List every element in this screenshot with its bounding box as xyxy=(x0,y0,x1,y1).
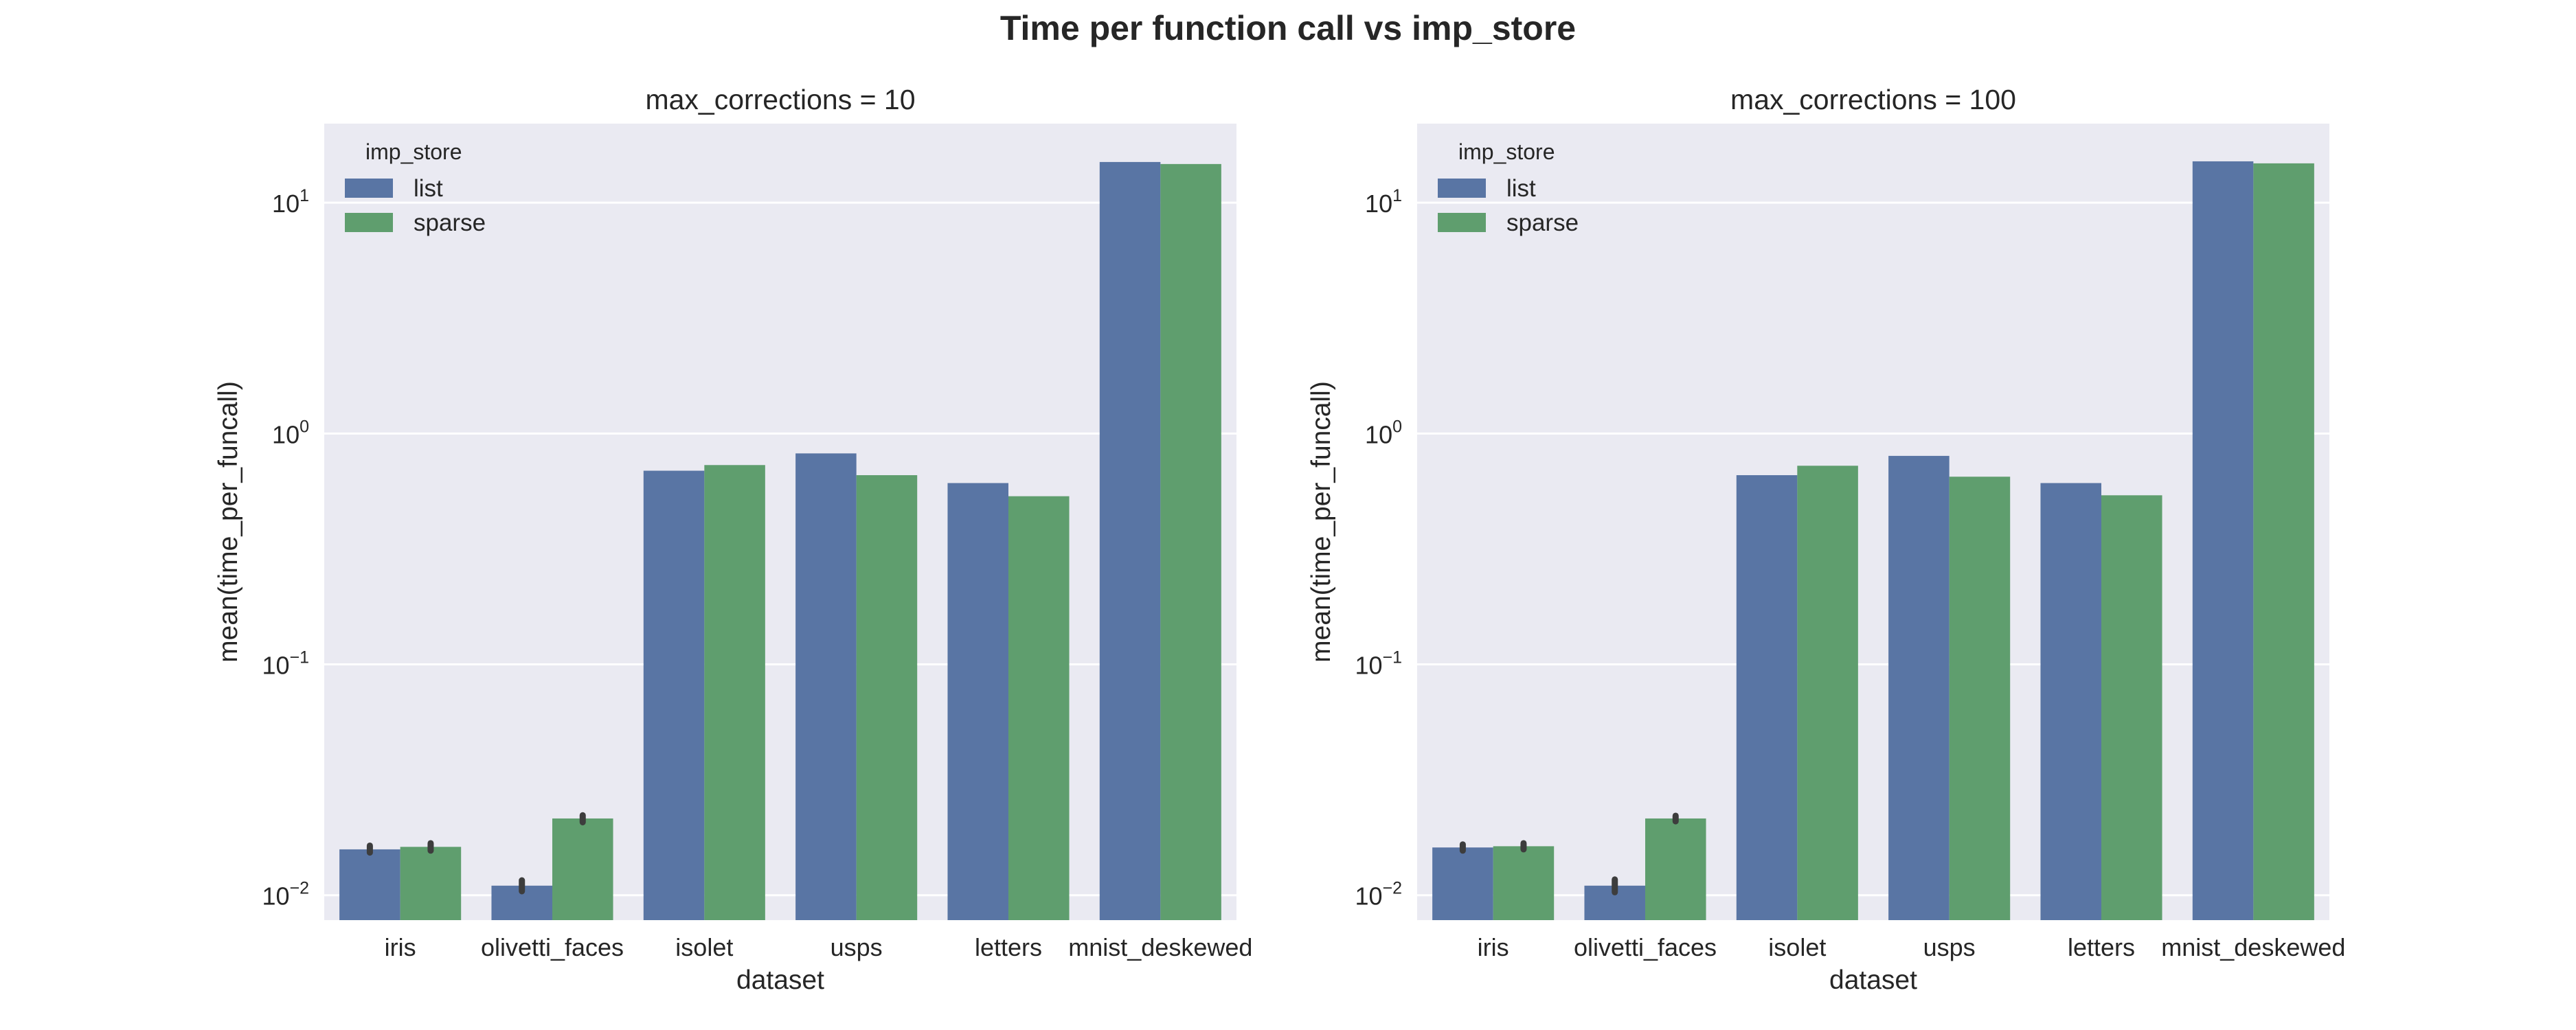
bar-sparse-iris xyxy=(1493,846,1555,920)
bar-list-usps xyxy=(1888,455,1950,920)
legend-label-sparse: sparse xyxy=(414,209,486,236)
plot-background xyxy=(1417,124,2329,920)
bar-sparse-iris xyxy=(400,847,462,920)
figure-title: Time per function call vs imp_store xyxy=(999,9,1577,47)
x-tick-label: usps xyxy=(1923,933,1976,961)
x-tick-label: iris xyxy=(385,933,416,961)
panel-title: max_corrections = 100 xyxy=(1730,84,2016,115)
y-tick-label: 10−1 xyxy=(262,648,309,680)
bar-sparse-letters xyxy=(2101,495,2162,920)
legend-label-list: list xyxy=(1506,175,1536,202)
x-tick-label: mnist_deskewed xyxy=(1068,933,1252,961)
bar-sparse-olivetti_faces xyxy=(552,818,613,920)
y-tick-label: 10−1 xyxy=(1355,648,1402,680)
legend-swatch-list xyxy=(345,179,393,198)
x-tick-label: letters xyxy=(975,933,1042,961)
bar-sparse-letters xyxy=(1008,496,1070,920)
bar-sparse-mnist_deskewed xyxy=(2253,163,2314,921)
x-tick-label: mnist_deskewed xyxy=(2161,933,2345,961)
x-tick-label: letters xyxy=(2068,933,2135,961)
bar-list-usps xyxy=(795,453,857,920)
legend-label-sparse: sparse xyxy=(1506,209,1579,236)
bar-list-isolet xyxy=(643,470,705,920)
bar-list-letters xyxy=(947,483,1008,920)
bar-sparse-isolet xyxy=(1797,466,1858,920)
bar-list-letters xyxy=(2040,483,2101,920)
legend-swatch-sparse xyxy=(1438,213,1486,232)
bar-sparse-usps xyxy=(1949,477,2011,920)
legend-label-list: list xyxy=(414,175,443,202)
plot-background xyxy=(324,124,1236,920)
x-tick-label: olivetti_faces xyxy=(1574,933,1717,961)
x-tick-label: usps xyxy=(831,933,883,961)
x-tick-label: olivetti_faces xyxy=(481,933,624,961)
bar-sparse-usps xyxy=(856,474,918,920)
bar-sparse-isolet xyxy=(704,465,765,920)
bar-list-iris xyxy=(339,849,400,920)
bar-list-mnist_deskewed xyxy=(2192,161,2254,920)
legend-title: imp_store xyxy=(365,139,462,164)
panel-title: max_corrections = 10 xyxy=(645,84,915,115)
x-tick-label: iris xyxy=(1478,933,1509,961)
y-tick-label: 100 xyxy=(272,417,309,448)
y-axis-label: mean(time_per_funcall) xyxy=(1307,381,1336,663)
y-tick-label: 101 xyxy=(272,186,309,218)
y-axis-label: mean(time_per_funcall) xyxy=(214,381,243,663)
x-axis-label: dataset xyxy=(1829,965,1917,995)
legend-swatch-sparse xyxy=(345,213,393,232)
bar-list-iris xyxy=(1432,847,1493,920)
chart-panel-1: 10−2 10−1 100 101 iris olivetti_faces isolet us… xyxy=(214,84,1252,995)
bar-list-isolet xyxy=(1736,474,1798,920)
x-tick-label: isolet xyxy=(1768,933,1826,961)
y-tick-label: 101 xyxy=(1365,186,1402,218)
x-tick-label: isolet xyxy=(675,933,733,961)
legend-swatch-list xyxy=(1438,179,1486,198)
y-tick-label: 10−2 xyxy=(262,879,309,911)
bar-list-mnist_deskewed xyxy=(1099,161,1161,920)
y-tick-label: 10−2 xyxy=(1355,879,1402,911)
chart-panel-2: 10−2 10−1 100 101 iris olivetti_faces isolet us… xyxy=(1307,84,2345,995)
y-tick-label: 100 xyxy=(1365,417,1402,448)
x-axis-label: dataset xyxy=(736,965,824,995)
legend-title: imp_store xyxy=(1458,139,1555,164)
bar-sparse-olivetti_faces xyxy=(1645,818,1706,920)
bar-sparse-mnist_deskewed xyxy=(1160,163,1221,921)
